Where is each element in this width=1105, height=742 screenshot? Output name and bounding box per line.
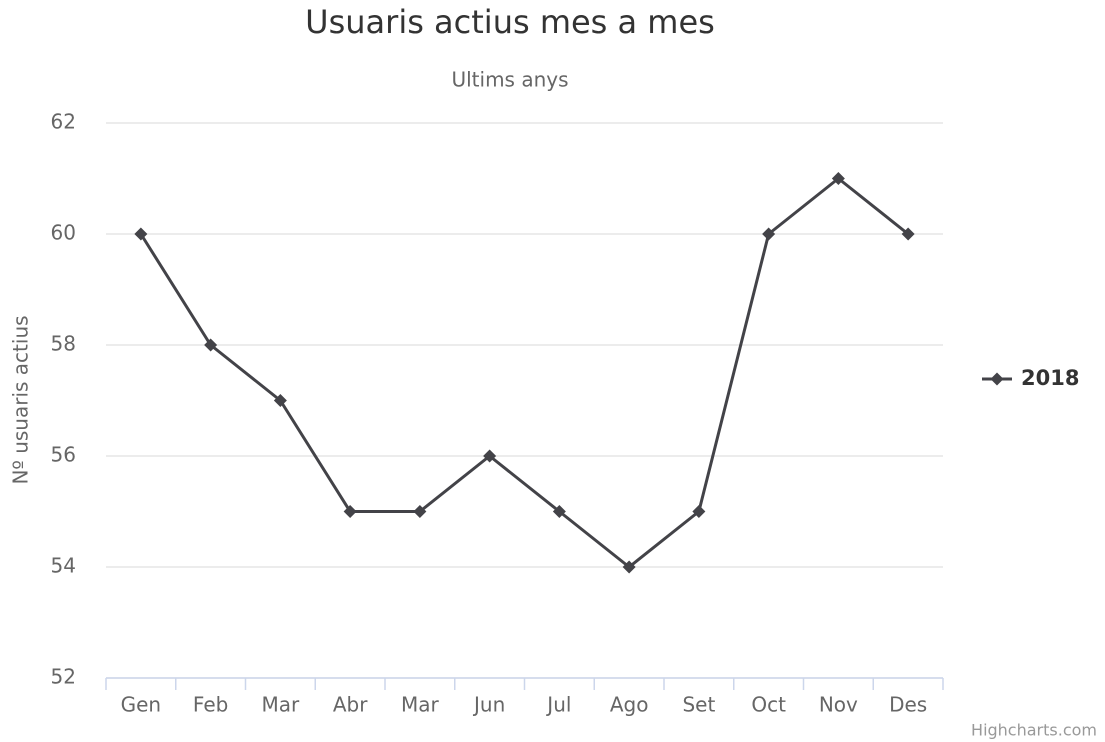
series-line — [139, 177, 910, 569]
point-marker — [552, 505, 566, 518]
point-marker — [901, 227, 915, 241]
y-axis-label: Nº usuaris actius — [9, 315, 33, 484]
x-tick-label: Jun — [472, 693, 505, 717]
x-tick-label: Oct — [751, 693, 786, 717]
point-marker — [204, 338, 218, 352]
y-tick-label: 60 — [51, 221, 76, 245]
x-tick-label: Mar — [401, 693, 440, 717]
x-tick-label: Des — [889, 693, 927, 717]
x-tick-label: Feb — [193, 693, 228, 717]
point-marker — [622, 560, 636, 574]
point-marker — [134, 227, 148, 241]
y-tick-label: 52 — [51, 665, 76, 689]
y-tick-label: 58 — [51, 332, 76, 356]
x-tick-label: Nov — [819, 693, 858, 717]
chart-title: Usuaris actius mes a mes — [305, 3, 715, 41]
x-tick-label: Mar — [262, 693, 301, 717]
point-marker — [762, 227, 776, 241]
credits: Highcharts.com — [971, 721, 1097, 740]
x-tick-label: Jul — [545, 693, 571, 717]
legend-symbol — [990, 372, 1004, 386]
point-marker — [692, 505, 706, 518]
point-marker — [273, 394, 287, 407]
y-tick-label: 62 — [51, 110, 76, 134]
point-marker — [343, 505, 357, 518]
y-tick-label: 56 — [51, 443, 76, 467]
point-marker — [413, 505, 427, 518]
point-marker — [831, 172, 845, 185]
x-tick-label: Set — [682, 693, 715, 717]
x-tick-label: Abr — [333, 693, 368, 717]
x-tick-label: Ago — [610, 693, 649, 717]
y-tick-label: 54 — [51, 554, 76, 578]
chart-subtitle: Ultims anys — [451, 68, 568, 92]
legend-label: 2018 — [1021, 366, 1079, 390]
x-tick-label: Gen — [121, 693, 161, 717]
point-marker — [483, 449, 497, 463]
